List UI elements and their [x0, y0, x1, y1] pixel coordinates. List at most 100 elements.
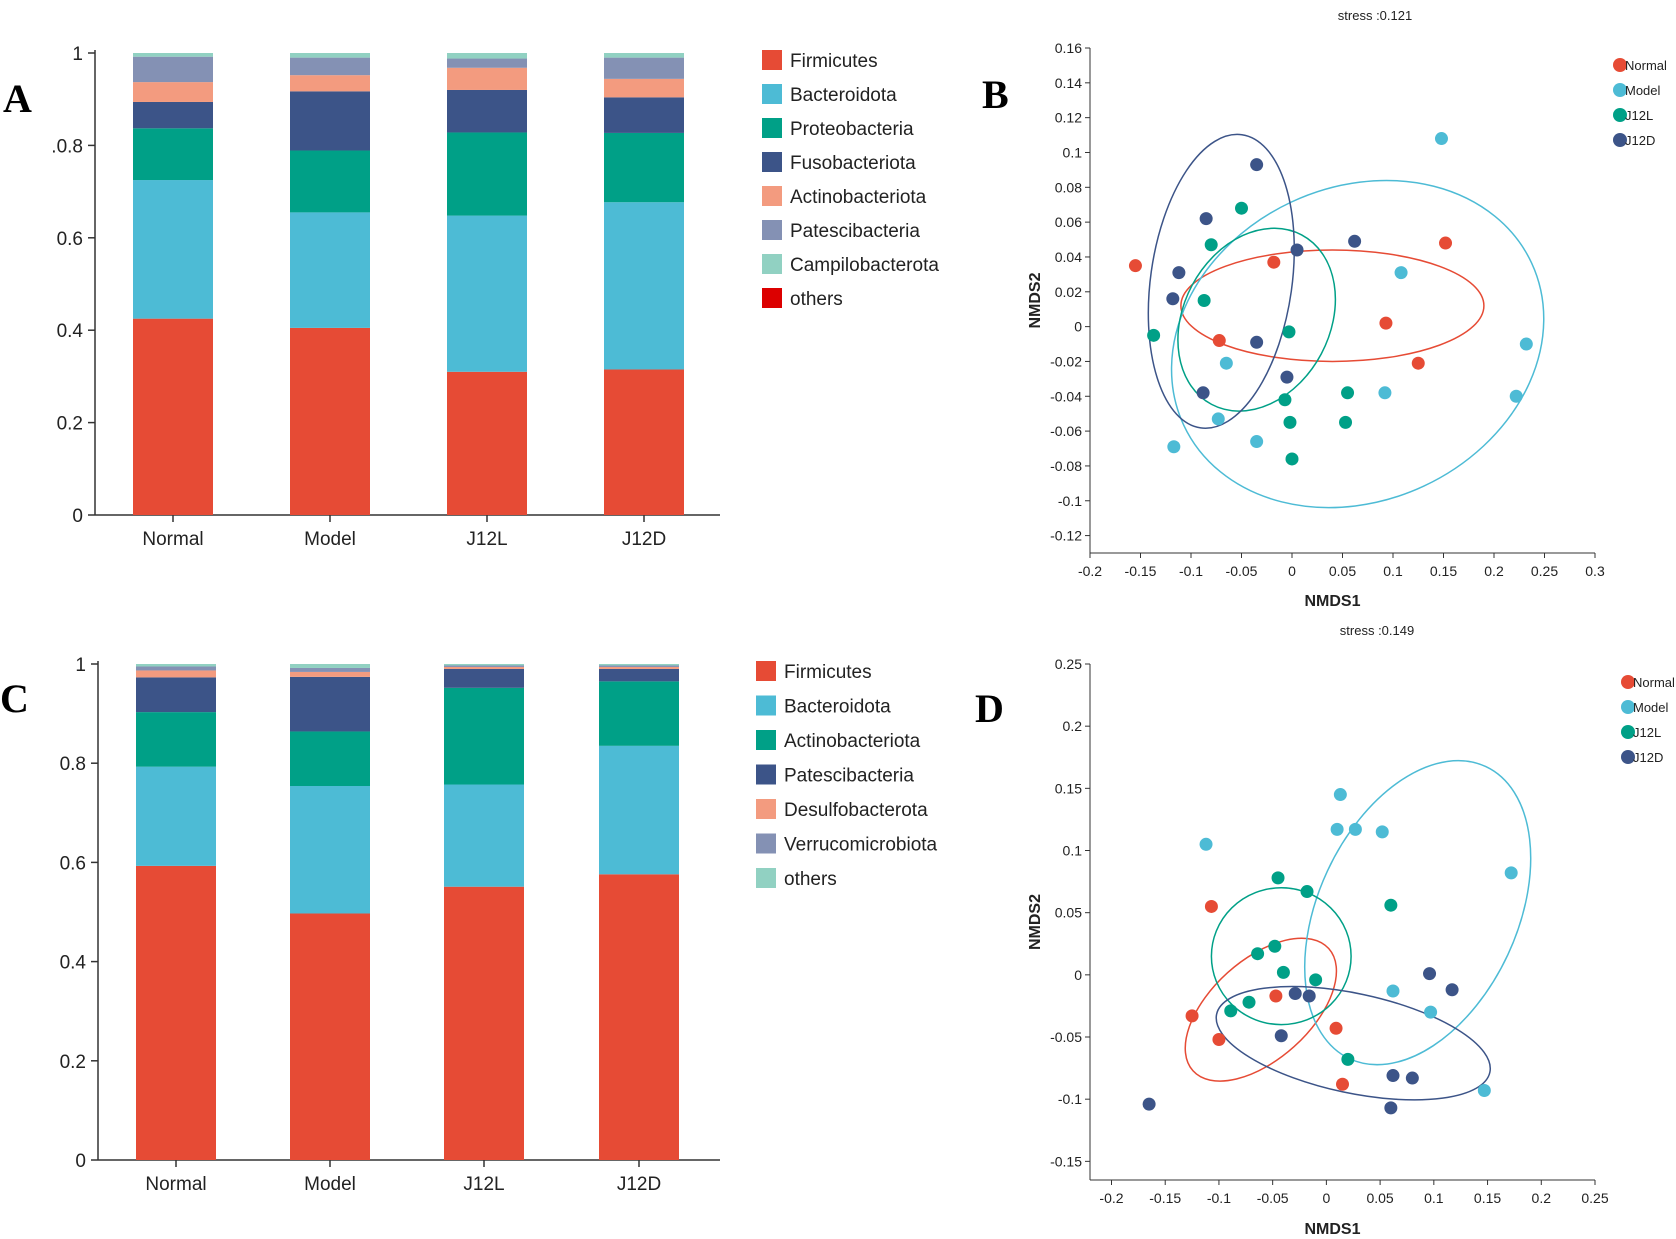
panel-b-nmds-plot: 0.16 0.14 0.12 0.1 0.08 0.06 0.04 0.02 0 -0.02 -0.…	[1027, 8, 1667, 610]
panel-b-point	[1290, 243, 1304, 257]
panel-d-point	[1302, 989, 1316, 1003]
panel-a-bar-segment	[604, 202, 684, 370]
panel-c-y-tick-label: 0	[75, 1151, 86, 1172]
panel-d-x-tick-label: -0.05	[1257, 1190, 1289, 1206]
panel-c-legend-label: Actinobacteriota	[784, 731, 921, 752]
panel-c-bar-segment	[290, 676, 370, 732]
panel-a-y-tick-label: 0	[72, 506, 83, 527]
panel-a-bar-segment	[604, 57, 684, 79]
panel-c-bar-segment	[444, 784, 524, 887]
panel-c-bar-segment	[599, 664, 679, 666]
panel-d-legend-marker	[1621, 700, 1635, 714]
panel-b-point	[1519, 337, 1533, 351]
panel-d-legend-marker	[1621, 675, 1635, 689]
panel-b-point	[1204, 238, 1218, 252]
panel-d-point	[1251, 947, 1265, 961]
panel-b-y-tick-label: 0.12	[1055, 110, 1082, 126]
panel-b-y-axis-title: NMDS2	[1027, 272, 1044, 328]
panel-b-group-ellipse	[1147, 133, 1296, 430]
panel-d-y-tick-label: 0.15	[1055, 780, 1082, 796]
panel-d-x-tick-label: 0.2	[1532, 1190, 1552, 1206]
panel-c-bar-segment	[136, 666, 216, 671]
panel-b-point	[1199, 212, 1213, 226]
panel-c-bar-segment	[444, 886, 524, 1160]
panel-d-point	[1423, 967, 1437, 981]
panel-a-bar-segment	[290, 212, 370, 328]
panel-b-y-tick-label: -0.02	[1050, 353, 1082, 369]
panel-c-legend-label: Desulfobacterota	[784, 800, 928, 821]
panel-c-category-label: J12L	[463, 1174, 504, 1195]
panel-d-point	[1300, 885, 1314, 899]
panel-a-bar-segment	[133, 53, 213, 57]
panel-d-point	[1424, 1005, 1438, 1019]
panel-c-y-tick-label: 0.8	[60, 754, 86, 775]
panel-d-point	[1309, 973, 1323, 987]
panel-b-point	[1348, 234, 1362, 248]
panel-a-bar-segment	[133, 180, 213, 319]
panel-d-legend-label: Model	[1633, 700, 1669, 715]
panel-b-y-tick-label: -0.08	[1050, 458, 1082, 474]
panel-b-point	[1283, 415, 1297, 429]
panel-b-point	[1250, 335, 1264, 349]
panel-a-y-tick-label: 0.4	[57, 321, 84, 342]
panel-a-bar-segment	[133, 101, 213, 129]
panel-d-y-tick-label: -0.15	[1050, 1153, 1082, 1169]
panel-c-category-label: Model	[304, 1174, 356, 1195]
panel-a-bar-segment	[290, 150, 370, 213]
panel-a-legend-label: Fusobacteriota	[790, 153, 916, 174]
panel-b-point	[1196, 386, 1210, 400]
panel-b-legend-label: J12D	[1625, 133, 1655, 148]
panel-letter-b: B	[982, 72, 1009, 117]
panel-a-bar-segment	[133, 128, 213, 181]
panel-d-x-tick-label: 0.15	[1474, 1190, 1501, 1206]
panel-d-legend-label: J12L	[1633, 725, 1661, 740]
panel-d-point	[1274, 1029, 1288, 1043]
panel-d-point	[1276, 965, 1290, 979]
panel-d-point	[1212, 1032, 1226, 1046]
panel-a-bar-segment	[133, 56, 213, 83]
panel-b-point	[1219, 356, 1233, 370]
panel-b-point	[1267, 255, 1281, 269]
panel-c-bar-segment	[290, 664, 370, 668]
panel-d-legend-label: J12D	[1633, 750, 1663, 765]
panel-d-point	[1504, 866, 1518, 880]
panel-b-y-tick-label: -0.06	[1050, 423, 1082, 439]
panel-d-point	[1386, 984, 1400, 998]
panel-b-y-tick-label: 0.02	[1055, 284, 1082, 300]
panel-c-legend-label: Verrucomicrobiota	[784, 835, 938, 856]
panel-c-y-tick-label: 0.6	[60, 853, 86, 874]
panel-d-point	[1386, 1069, 1400, 1083]
panel-c-bar-segment	[290, 731, 370, 787]
panel-b-point	[1434, 132, 1448, 146]
panel-a-legend-swatch	[762, 220, 782, 240]
panel-d-x-tick-label: 0.05	[1366, 1190, 1393, 1206]
panel-a-legend-label: Proteobacteria	[790, 119, 914, 140]
panel-c-bar-segment	[599, 745, 679, 875]
panel-d-point	[1268, 939, 1282, 953]
panel-a-bar-segment	[447, 89, 527, 133]
panel-d-point	[1269, 989, 1283, 1003]
panel-b-point	[1278, 393, 1292, 407]
panel-d-point	[1405, 1071, 1419, 1085]
panel-d-group-ellipse	[1215, 985, 1492, 1101]
panel-d-point	[1341, 1052, 1355, 1066]
panel-c-bar-segment	[444, 665, 524, 667]
panel-b-y-tick-label: 0.16	[1055, 40, 1082, 56]
panel-d-y-tick-label: 0.1	[1063, 843, 1083, 859]
panel-b-legend-label: J12L	[1625, 108, 1653, 123]
panel-b-point	[1339, 415, 1353, 429]
panel-a-bar-segment	[133, 318, 213, 515]
panel-a-legend-label: Bacteroidota	[790, 85, 897, 106]
panel-c-y-tick-label: 0.2	[60, 1052, 86, 1073]
panel-c-bar-segment	[444, 666, 524, 669]
panel-c-legend-label: Bacteroidota	[784, 697, 891, 718]
panel-c-bar-segment	[444, 664, 524, 666]
panel-d-x-tick-label: 0.1	[1424, 1190, 1444, 1206]
panel-d-x-tick-label: -0.15	[1149, 1190, 1181, 1206]
panel-b-group-ellipse	[1180, 249, 1485, 363]
panel-c-legend-swatch	[756, 661, 776, 681]
panel-a-bar-segment	[447, 132, 527, 216]
panel-b-x-tick-label: 0	[1288, 563, 1296, 579]
panel-b-point	[1128, 259, 1142, 273]
panel-a-bar-segment	[604, 53, 684, 58]
